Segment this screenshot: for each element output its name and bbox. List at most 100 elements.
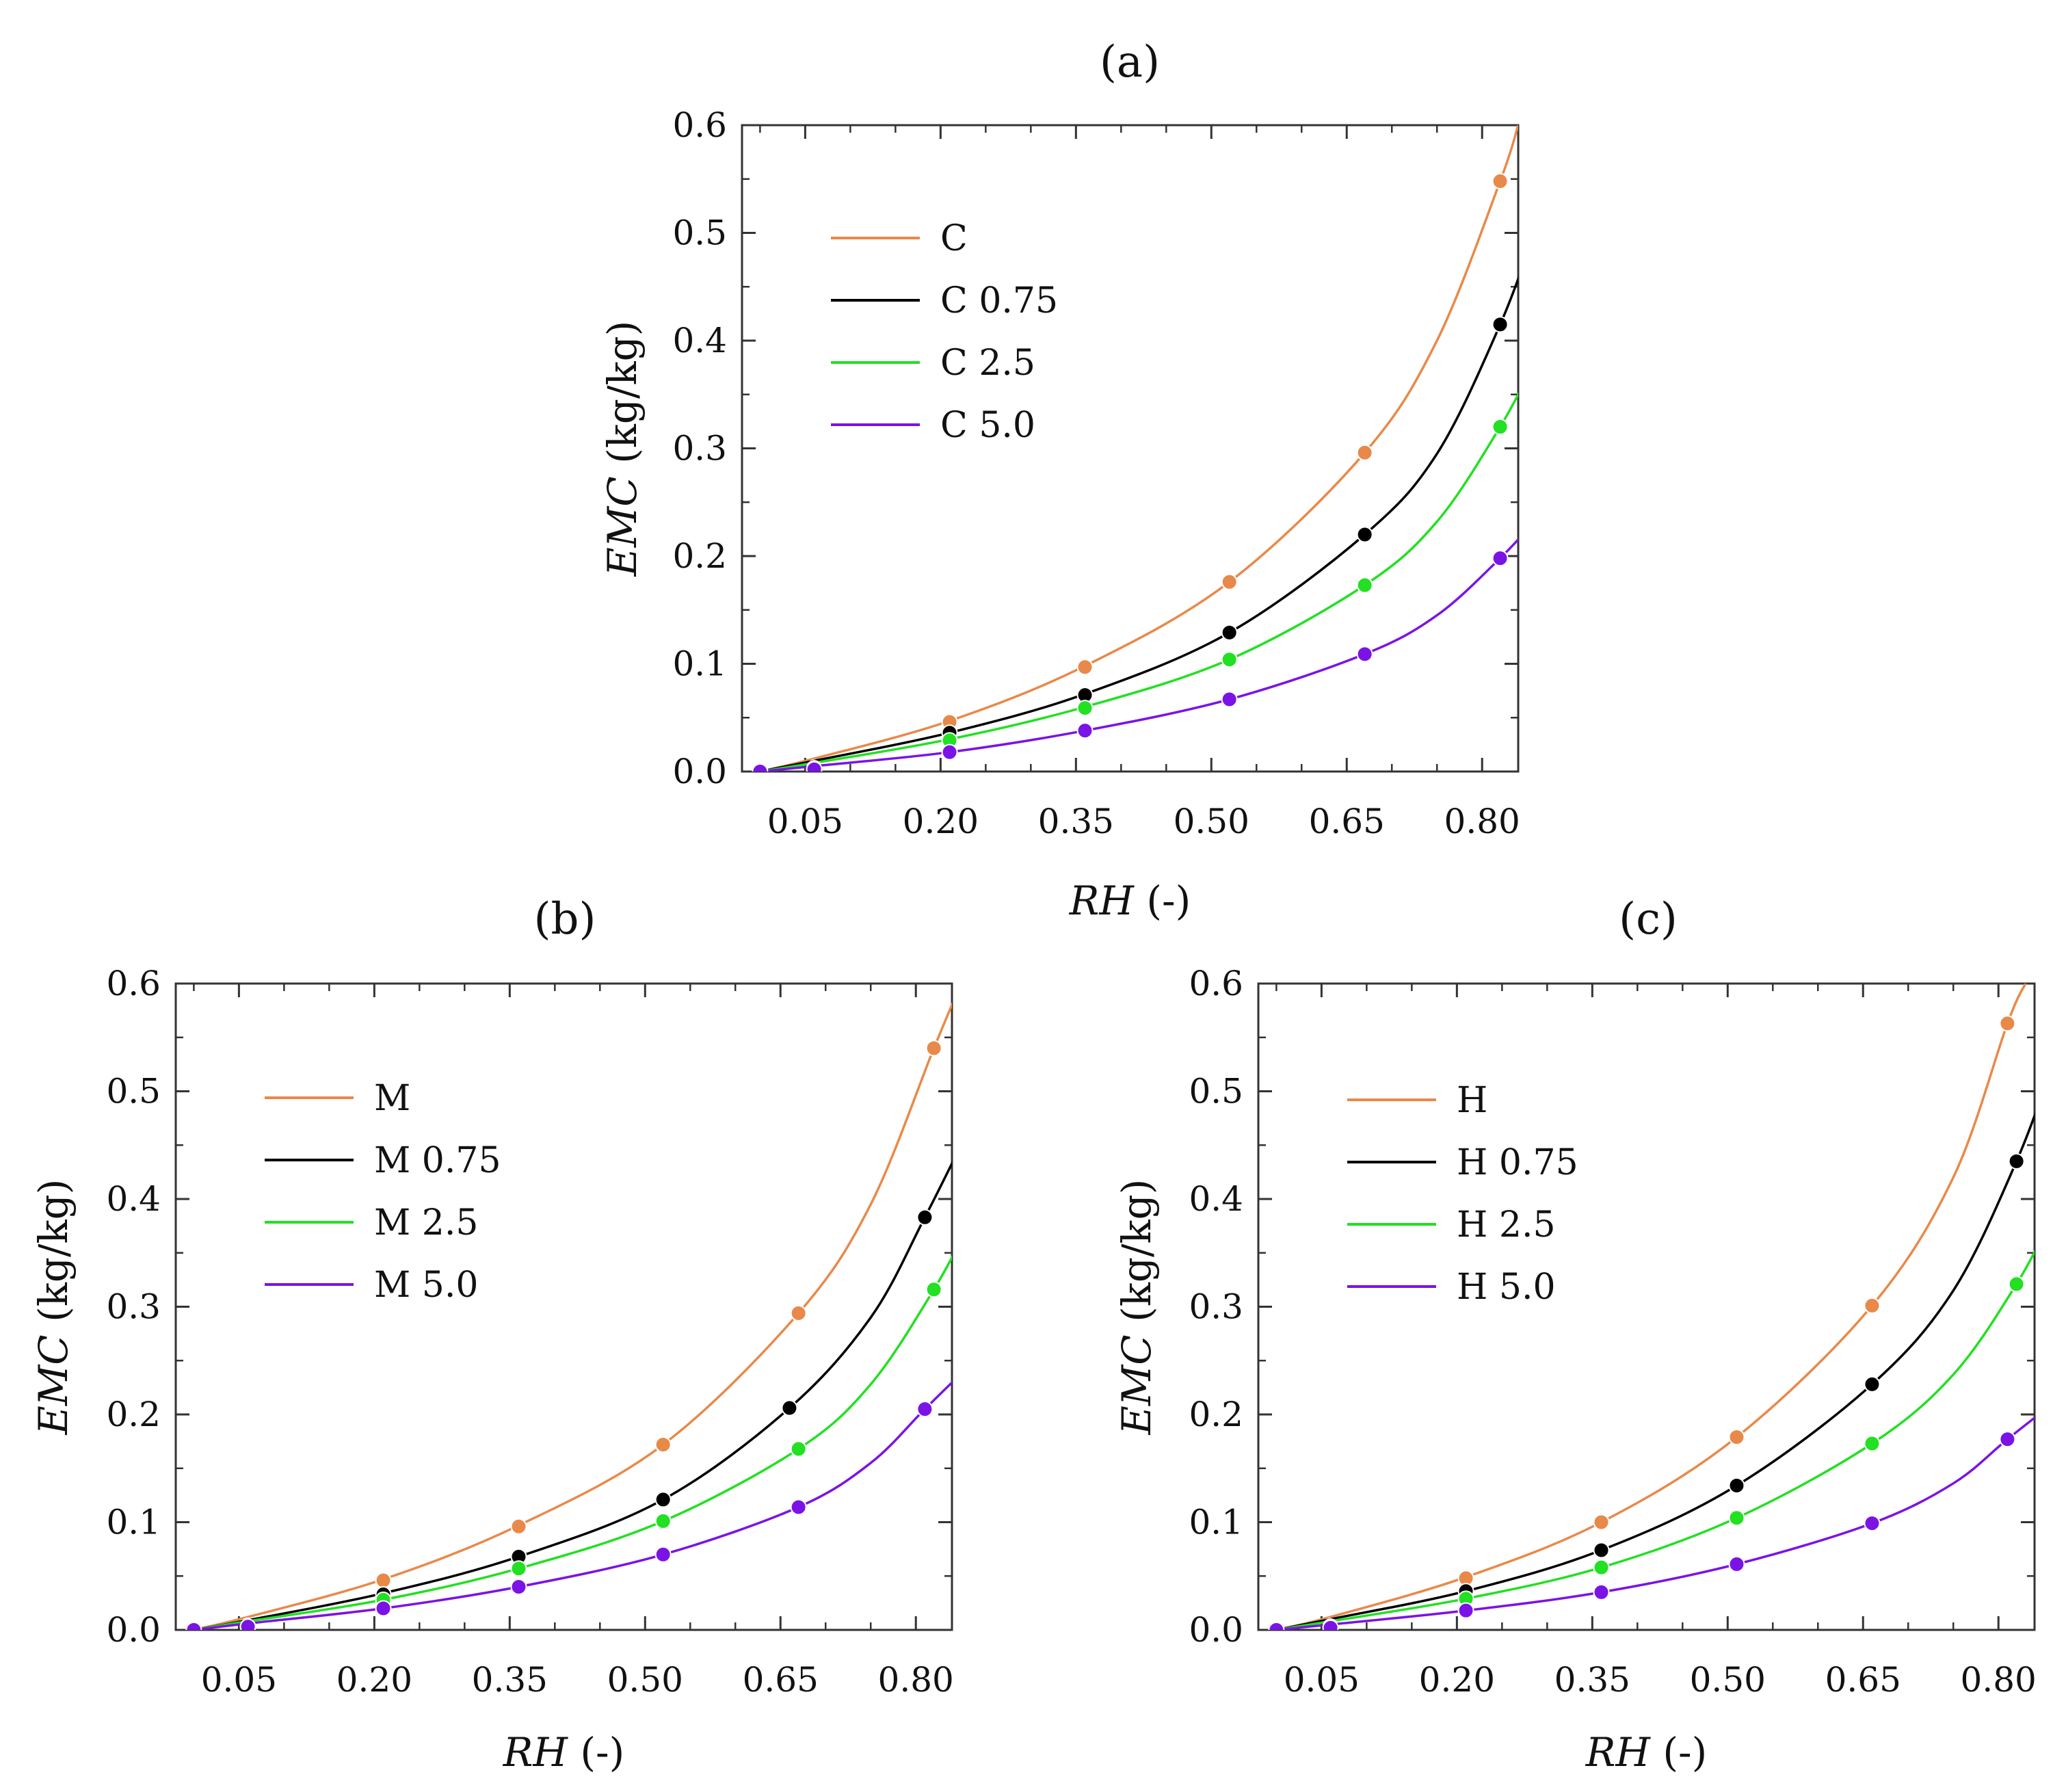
x-axis-title-unit: (-) bbox=[568, 1729, 624, 1776]
series-line-c-2-5 bbox=[760, 392, 1518, 772]
y-tick-label: 0.6 bbox=[106, 964, 161, 1003]
panel-c: (c) 0.0 0.1 0.2 0.3 0.4 0.5 0.6 0.05 0.20 0.35 0.50… bbox=[1113, 894, 2037, 1776]
data-point-h-5-0 bbox=[1864, 1515, 1881, 1532]
data-point-h-0-75 bbox=[2008, 1152, 2025, 1170]
panel-a: (a) 0.0 0.1 0.2 0.3 0.4 0.5 0.6 0.05 0.20 0.35 0.50… bbox=[599, 37, 1520, 924]
plot-frame bbox=[174, 982, 953, 1631]
x-axis-title: RH (-) bbox=[1585, 1729, 1708, 1776]
data-point-c-5-0 bbox=[752, 763, 769, 772]
y-axis-title-var: EMC bbox=[599, 476, 646, 577]
data-point-h-5-0 bbox=[1322, 1619, 1339, 1630]
data-point-m-2-5 bbox=[510, 1560, 527, 1577]
x-tick-label: 0.35 bbox=[1038, 802, 1114, 841]
x-tick-label: 0.50 bbox=[607, 1660, 683, 1700]
plot-area bbox=[185, 1001, 952, 1630]
data-point-m-5-0 bbox=[239, 1618, 256, 1630]
plot-area bbox=[1268, 984, 2035, 1630]
data-point-m-5-0 bbox=[916, 1401, 933, 1418]
y-axis-title-unit: (kg/kg) bbox=[599, 321, 646, 477]
y-tick-label: 0.3 bbox=[1189, 1287, 1243, 1327]
y-tick-label: 0.3 bbox=[672, 429, 727, 469]
data-point-m-2-5 bbox=[654, 1512, 672, 1529]
data-point-h-2-5 bbox=[1728, 1510, 1745, 1527]
y-tick-label: 0.0 bbox=[106, 1610, 161, 1650]
x-tick-label: 0.05 bbox=[201, 1660, 277, 1700]
plot-frame bbox=[741, 124, 1520, 773]
data-point-h-0-75 bbox=[1728, 1477, 1745, 1494]
data-point-c-5-0 bbox=[1492, 550, 1509, 567]
legend-label-c-0-75: C 0.75 bbox=[940, 280, 1058, 321]
data-point-m-5-0 bbox=[654, 1546, 672, 1563]
data-point-c-5-0 bbox=[941, 743, 958, 761]
data-point-c-5-0 bbox=[1076, 722, 1094, 739]
series-line-m bbox=[193, 1001, 952, 1630]
data-point-m-5-0 bbox=[790, 1499, 807, 1516]
legend-label-c-5-0: C 5.0 bbox=[940, 405, 1035, 446]
x-tick-label: 0.35 bbox=[472, 1660, 548, 1700]
x-tick-label: 0.35 bbox=[1554, 1660, 1630, 1700]
y-tick-label: 0.3 bbox=[106, 1287, 161, 1327]
data-point-c-2-5 bbox=[1492, 419, 1509, 435]
series-line-h bbox=[1275, 984, 2027, 1630]
data-point-c bbox=[1076, 659, 1094, 676]
x-tick-label: 0.80 bbox=[1961, 1660, 2037, 1700]
plot-area bbox=[752, 125, 1518, 772]
data-point-m bbox=[510, 1518, 527, 1535]
y-axis-title-unit: (kg/kg) bbox=[1113, 1179, 1160, 1335]
y-axis-title-var: EMC bbox=[30, 1334, 77, 1435]
data-point-h bbox=[1728, 1429, 1745, 1446]
legend-label-m: M bbox=[374, 1078, 410, 1119]
y-tick-label: 0.2 bbox=[672, 536, 727, 576]
data-point-m-5-0 bbox=[510, 1579, 527, 1595]
data-point-h-5-0 bbox=[1728, 1555, 1745, 1572]
x-tick-label: 0.20 bbox=[903, 802, 979, 841]
data-point-c-2-5 bbox=[1221, 651, 1238, 668]
x-tick-label: 0.65 bbox=[743, 1660, 819, 1700]
data-point-h-0-75 bbox=[1864, 1375, 1881, 1393]
data-point-m-5-0 bbox=[185, 1622, 202, 1630]
panel-label: (b) bbox=[534, 894, 596, 945]
panel-b: (b) 0.0 0.1 0.2 0.3 0.4 0.5 0.6 0.05 0.20 0.35 0.50… bbox=[30, 894, 954, 1776]
y-tick-label: 0.1 bbox=[106, 1503, 161, 1542]
series-line-m-5-0 bbox=[194, 1380, 952, 1630]
y-tick-label: 0.0 bbox=[1189, 1610, 1243, 1650]
x-tick-label: 0.65 bbox=[1309, 802, 1385, 841]
y-axis-title-var: EMC bbox=[1113, 1334, 1160, 1435]
data-point-m-5-0 bbox=[375, 1600, 392, 1617]
data-point-h-0-75 bbox=[1593, 1542, 1610, 1559]
series-line-c-0-75 bbox=[760, 275, 1518, 772]
data-point-m bbox=[790, 1304, 807, 1321]
legend: M M 0.75 M 2.5 M 5.0 bbox=[265, 1078, 501, 1306]
data-point-h-5-0 bbox=[1457, 1602, 1474, 1619]
data-point-m-2-5 bbox=[790, 1440, 807, 1458]
y-tick-label: 0.1 bbox=[1189, 1503, 1243, 1542]
data-point-h-2-5 bbox=[2008, 1276, 2025, 1293]
y-tick-label: 0.0 bbox=[672, 752, 727, 791]
legend: C C 0.75 C 2.5 C 5.0 bbox=[831, 218, 1058, 446]
data-point-m bbox=[654, 1436, 672, 1453]
x-tick-label: 0.20 bbox=[1419, 1660, 1495, 1700]
data-point-m-0-75 bbox=[781, 1399, 798, 1417]
y-tick-label: 0.2 bbox=[106, 1395, 161, 1434]
y-tick-label: 0.6 bbox=[1189, 964, 1243, 1003]
x-axis-title-var: RH bbox=[1069, 878, 1135, 924]
x-tick-label: 0.05 bbox=[1284, 1660, 1360, 1700]
data-point-c-5-0 bbox=[806, 761, 823, 772]
panel-label: (c) bbox=[1619, 894, 1678, 945]
y-axis-title: EMC (kg/kg) bbox=[1113, 1179, 1160, 1436]
legend-label-c-2-5: C 2.5 bbox=[940, 343, 1035, 384]
data-point-h-5-0 bbox=[1999, 1431, 2016, 1448]
legend-label-m-0-75: M 0.75 bbox=[374, 1140, 501, 1181]
x-axis-title-unit: (-) bbox=[1650, 1729, 1707, 1776]
series-line-c-5-0 bbox=[760, 538, 1518, 772]
y-tick-label: 0.4 bbox=[1189, 1179, 1243, 1219]
legend-label-c: C bbox=[940, 218, 968, 259]
x-tick-label: 0.80 bbox=[1444, 802, 1520, 841]
data-point-c-5-0 bbox=[1356, 646, 1373, 663]
x-tick-label: 0.50 bbox=[1690, 1660, 1766, 1700]
series-line-h-2-5 bbox=[1276, 1249, 2035, 1630]
y-tick-label: 0.4 bbox=[672, 321, 727, 360]
data-point-m-0-75 bbox=[654, 1491, 672, 1508]
data-point-h-5-0 bbox=[1268, 1622, 1285, 1630]
series-line-h-5-0 bbox=[1276, 1416, 2035, 1630]
